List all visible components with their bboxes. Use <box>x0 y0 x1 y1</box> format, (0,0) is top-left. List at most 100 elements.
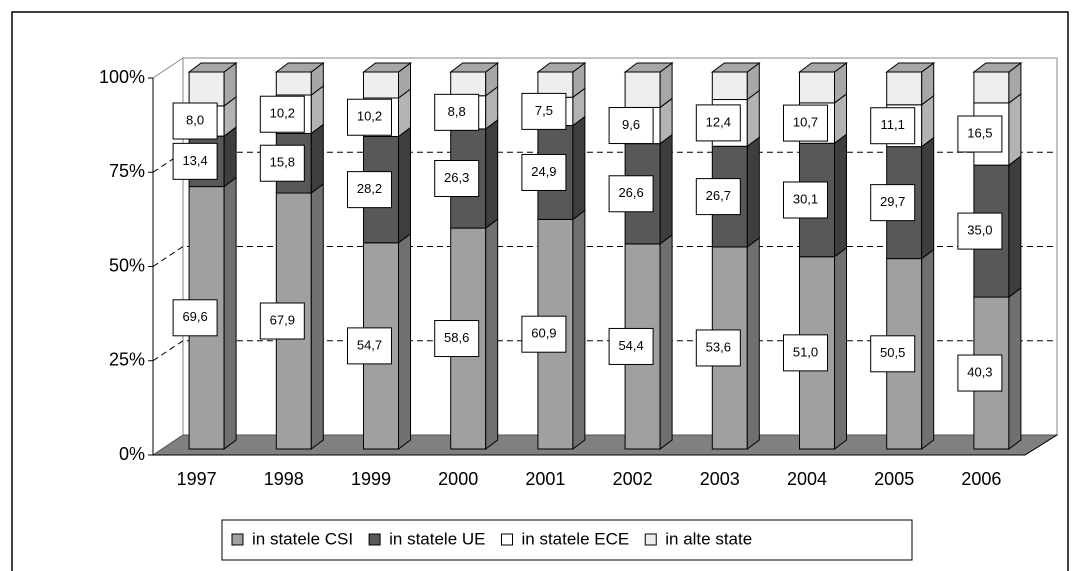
value-label: 24,9 <box>531 164 556 179</box>
bar-side <box>572 209 586 450</box>
value-label: 26,3 <box>444 170 469 185</box>
value-label-box <box>695 329 741 367</box>
bar-side <box>485 118 499 230</box>
bar-side <box>310 123 324 195</box>
bar-top <box>274 62 325 73</box>
bar-side <box>746 89 760 148</box>
bar-side <box>834 246 847 450</box>
value-label-box <box>870 184 916 222</box>
x-tick-label: 2005 <box>874 469 914 489</box>
value-label: 10,7 <box>793 115 818 130</box>
value-label-box <box>434 93 480 131</box>
value-label-box <box>259 302 305 340</box>
bar-side <box>746 136 760 248</box>
value-label-box <box>347 171 392 209</box>
value-label-box <box>957 354 1003 392</box>
bar-top <box>798 62 848 73</box>
y-tick-label: 0% <box>119 444 145 464</box>
bar-side <box>746 236 760 450</box>
value-label: 12,4 <box>706 114 731 129</box>
bar-top <box>536 62 587 73</box>
bar-top <box>362 62 412 73</box>
value-label: 8,8 <box>448 104 466 119</box>
bar-side <box>398 232 411 450</box>
bar-segment <box>886 71 923 106</box>
y-tick-label: 75% <box>109 161 145 181</box>
y-tick-label: 25% <box>109 350 145 370</box>
bar-top <box>187 62 238 73</box>
grid-line <box>152 151 1057 173</box>
bar-top <box>623 62 674 73</box>
grid-line <box>152 340 1057 362</box>
bar-segment <box>973 71 1010 104</box>
value-label-box <box>608 175 654 213</box>
bar-side <box>1008 287 1022 450</box>
bar-side <box>310 183 324 450</box>
value-label-box <box>783 104 828 142</box>
value-label: 40,3 <box>967 364 992 379</box>
legend-swatch <box>644 533 657 546</box>
bar-segment <box>624 71 661 108</box>
x-tick-label: 2000 <box>438 469 478 489</box>
value-label-box <box>870 107 916 145</box>
value-label: 26,7 <box>706 188 731 203</box>
value-label-box <box>783 334 828 372</box>
value-label: 67,9 <box>270 312 295 327</box>
value-label-box <box>521 153 567 191</box>
bar-side <box>921 248 935 450</box>
value-label: 11,1 <box>881 117 905 132</box>
legend-label: in alte state <box>665 529 752 548</box>
value-label: 58,6 <box>444 330 469 345</box>
value-label-box <box>172 299 218 337</box>
value-label: 69,6 <box>182 309 207 324</box>
value-label-box <box>521 92 567 130</box>
y-tick-label: 100% <box>99 67 145 87</box>
legend-swatch <box>368 533 381 546</box>
value-label: 60,9 <box>531 326 556 341</box>
value-label: 51,0 <box>793 344 818 359</box>
value-label-box <box>695 178 741 216</box>
value-label: 28,2 <box>357 181 382 196</box>
legend-label: in statele CSI <box>252 529 353 548</box>
value-label: 53,6 <box>706 339 731 354</box>
value-label-box <box>870 335 916 373</box>
bar-segment <box>275 71 312 96</box>
value-label-box <box>259 95 305 133</box>
bar-side <box>921 136 935 260</box>
value-label-box <box>783 181 828 219</box>
value-label: 26,6 <box>618 185 643 200</box>
value-label: 16,5 <box>967 125 992 140</box>
value-label: 10,2 <box>357 109 382 124</box>
value-label-box <box>608 327 654 365</box>
value-label-box <box>434 320 480 358</box>
legend-label: in statele ECE <box>522 529 630 548</box>
value-label: 13,4 <box>182 153 207 168</box>
value-label-box <box>434 160 480 198</box>
x-tick-label: 2002 <box>613 469 653 489</box>
bar-side <box>223 176 237 450</box>
value-label: 9,6 <box>622 117 640 132</box>
bar-side <box>485 218 499 450</box>
value-label: 8,0 <box>186 112 204 127</box>
bar-side <box>834 133 847 258</box>
value-label: 7,5 <box>535 103 553 118</box>
x-tick-label: 2004 <box>787 469 827 489</box>
bar-side <box>1008 155 1022 299</box>
legend-swatch <box>501 533 513 546</box>
value-label: 54,4 <box>618 338 643 353</box>
value-label-box <box>347 327 392 365</box>
bar-segment <box>799 71 835 104</box>
value-label-box <box>259 144 305 182</box>
bar-side <box>572 115 586 221</box>
value-label: 29,7 <box>880 194 905 209</box>
value-label-box <box>172 142 218 180</box>
x-tick-label: 2003 <box>700 469 740 489</box>
value-label: 35,0 <box>967 223 992 238</box>
grid-line <box>152 246 1057 267</box>
value-label-box <box>957 115 1003 153</box>
bar-segment <box>450 71 487 97</box>
value-label: 10,2 <box>270 106 295 121</box>
bar-top <box>449 62 500 73</box>
legend-label: in statele UE <box>389 529 485 548</box>
